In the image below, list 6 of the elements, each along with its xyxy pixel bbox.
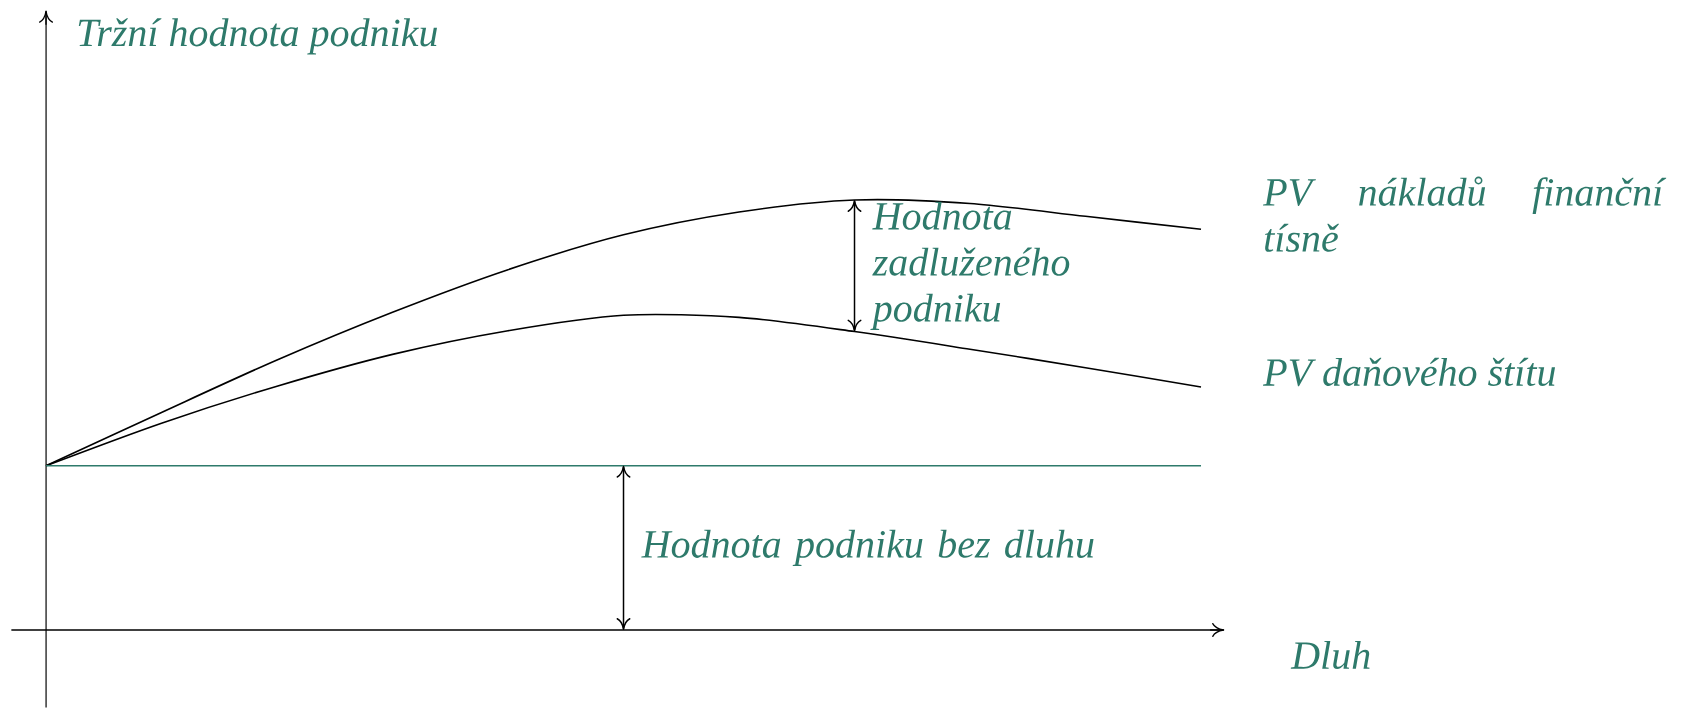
y-axis-title: Tržní hodnota podniku bbox=[78, 18, 437, 55]
annotation: Hodnota podniku bez dluhu bbox=[641, 529, 1094, 566]
annotation: Hodnota zadluženého podniku bbox=[870, 201, 1070, 330]
series-label: PV nákladů finanční tísně bbox=[1262, 176, 1667, 252]
x-axis-title: Dluh bbox=[1290, 640, 1370, 670]
series-label: PV daňového štítu bbox=[1262, 357, 1556, 387]
